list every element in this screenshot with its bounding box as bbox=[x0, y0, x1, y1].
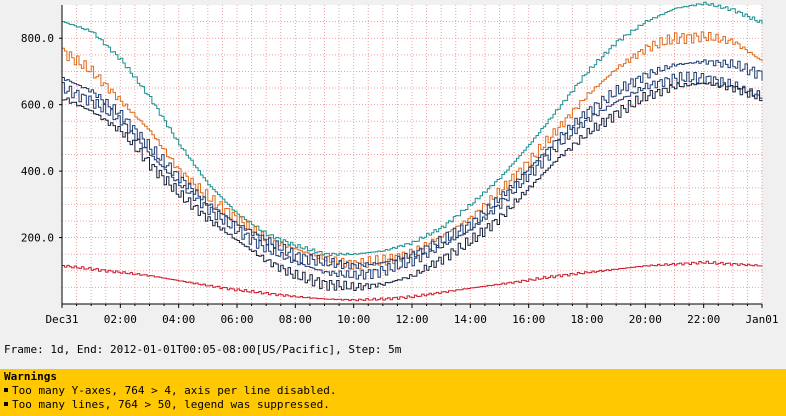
x-tick-label: 14:00 bbox=[454, 313, 487, 326]
x-tick-label: 10:00 bbox=[337, 313, 370, 326]
warning-item: Too many lines, 764 > 50, legend was sup… bbox=[4, 398, 786, 412]
x-tick-label: 08:00 bbox=[279, 313, 312, 326]
x-tick-label: Dec31 bbox=[45, 313, 78, 326]
y-tick-label: 400.0 bbox=[21, 165, 54, 178]
series-line bbox=[62, 1, 763, 257]
series-line bbox=[62, 71, 763, 280]
chart: 200.0 400.0 600.0 800.0 Dec31 02:00 04:00 06:00… bbox=[21, 1, 779, 326]
x-tick-label: 16:00 bbox=[512, 313, 545, 326]
x-tick-label: 02:00 bbox=[104, 313, 137, 326]
y-tick-label: 800.0 bbox=[21, 32, 54, 45]
bullet-icon bbox=[4, 388, 8, 392]
x-tick-label: 18:00 bbox=[570, 313, 603, 326]
y-tick-label: 600.0 bbox=[21, 99, 54, 112]
warnings-title: Warnings bbox=[4, 370, 57, 383]
x-tick-label: 22:00 bbox=[687, 313, 720, 326]
x-tick-label: 20:00 bbox=[629, 313, 662, 326]
warning-text: Too many Y-axes, 764 > 4, axis per line … bbox=[12, 384, 337, 397]
frame-info-text: Frame: 1d, End: 2012-01-01T00:05-08:00[U… bbox=[4, 343, 402, 356]
warnings-panel: Warnings Too many Y-axes, 764 > 4, axis … bbox=[0, 369, 786, 416]
series-line bbox=[62, 59, 763, 270]
series-line bbox=[62, 260, 763, 302]
x-tick-label: 12:00 bbox=[395, 313, 428, 326]
bullet-icon bbox=[4, 402, 8, 406]
warning-text: Too many lines, 764 > 50, legend was sup… bbox=[12, 398, 330, 411]
warning-item: Too many Y-axes, 764 > 4, axis per line … bbox=[4, 384, 786, 398]
y-tick-label: 200.0 bbox=[21, 232, 54, 245]
x-tick-label: Jan01 bbox=[745, 313, 778, 326]
x-tick-label: 04:00 bbox=[162, 313, 195, 326]
x-tick-label: 06:00 bbox=[220, 313, 253, 326]
series-line bbox=[62, 82, 763, 291]
